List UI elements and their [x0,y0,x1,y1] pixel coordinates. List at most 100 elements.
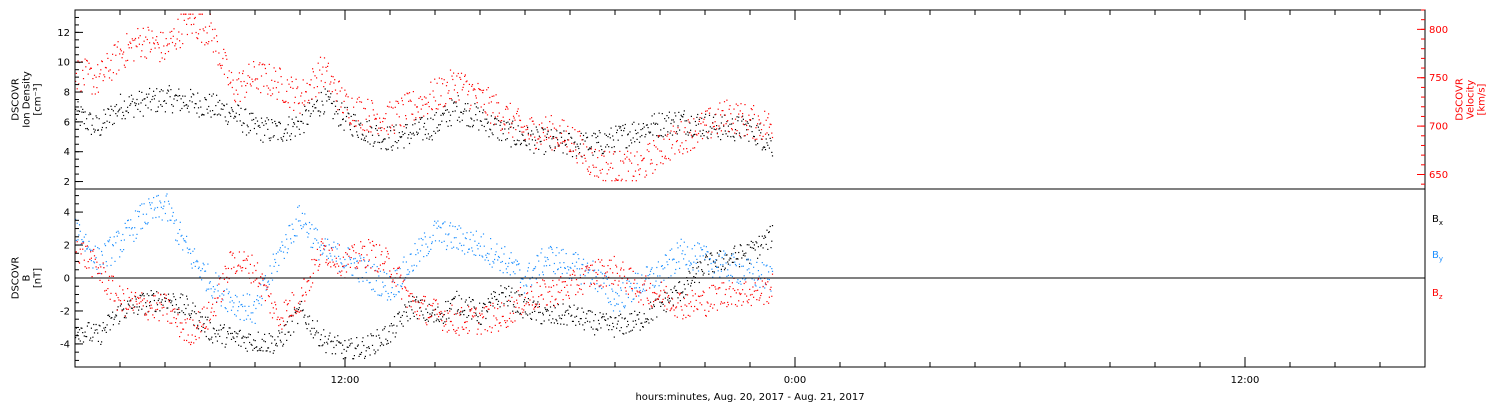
data-point [655,298,657,300]
data-point [112,245,114,247]
data-point [463,314,465,316]
data-point [563,281,565,283]
data-point [612,272,614,274]
data-point [346,109,348,111]
data-point [214,288,216,290]
data-point [214,28,216,30]
data-point [652,134,654,136]
data-point [414,104,416,106]
data-point [618,174,620,177]
data-point [337,335,339,337]
data-point [189,318,191,320]
data-point [482,92,484,94]
data-point [686,263,688,266]
data-point [420,310,422,312]
data-point [569,306,571,308]
data-point [359,255,361,257]
data-point [522,317,524,319]
data-point [308,110,310,112]
data-point [176,38,178,40]
data-point [196,259,198,262]
data-point [589,321,591,323]
data-point [581,268,583,270]
data-point [326,100,328,102]
data-point [695,299,697,301]
data-point [508,317,511,320]
data-point [571,137,573,139]
data-point [112,53,114,55]
data-point [738,116,740,118]
data-point [679,118,681,121]
data-point [108,314,110,316]
data-point [284,333,286,335]
data-point [376,129,378,131]
data-point [557,291,559,293]
data-point [475,309,477,311]
data-point [420,237,422,240]
data-point [411,265,413,267]
data-point [307,236,309,238]
data-point [635,323,637,325]
data-point [449,310,451,312]
data-point [444,310,446,312]
data-point [398,116,400,118]
data-point [271,342,273,344]
data-point [509,102,511,104]
data-point [99,73,101,75]
data-point [319,263,321,266]
data-point [471,315,474,317]
data-point [486,114,489,116]
data-point [381,293,383,295]
data-point [315,107,317,109]
data-point [456,75,458,77]
data-point [187,304,189,306]
data-point [356,345,359,347]
data-point [210,338,212,340]
data-point [81,242,83,244]
data-point [681,309,683,311]
data-point [730,258,732,260]
data-point [259,62,261,64]
data-point [553,304,555,306]
data-point [302,309,304,311]
data-point [377,294,379,296]
data-point [275,87,277,89]
data-point [508,285,510,287]
data-point [753,290,755,292]
data-point [660,129,662,131]
data-point [293,109,295,111]
data-point [163,293,165,295]
data-point [82,248,84,250]
data-point [305,291,307,293]
data-point [569,274,571,276]
data-point [670,122,672,125]
data-point [515,311,517,313]
data-point [713,304,715,306]
data-point [687,314,689,316]
data-point [525,313,527,315]
data-point [557,269,559,271]
data-point [250,112,252,114]
data-point [565,253,567,255]
data-point [99,325,101,327]
data-point [512,120,514,122]
data-point [281,241,283,243]
data-point [684,127,686,129]
data-point [491,327,493,329]
data-point [77,101,79,103]
data-point [317,269,319,271]
data-point [273,265,275,267]
data-point [542,312,544,314]
data-point [584,140,586,142]
data-point [409,131,411,134]
data-point [161,307,163,309]
data-point [749,125,751,127]
data-point [86,267,88,269]
data-point [362,280,364,282]
data-point [612,153,615,155]
data-point [293,331,295,333]
data-point [459,312,461,314]
data-point [93,332,96,334]
data-point [706,301,708,303]
data-point [414,123,416,125]
